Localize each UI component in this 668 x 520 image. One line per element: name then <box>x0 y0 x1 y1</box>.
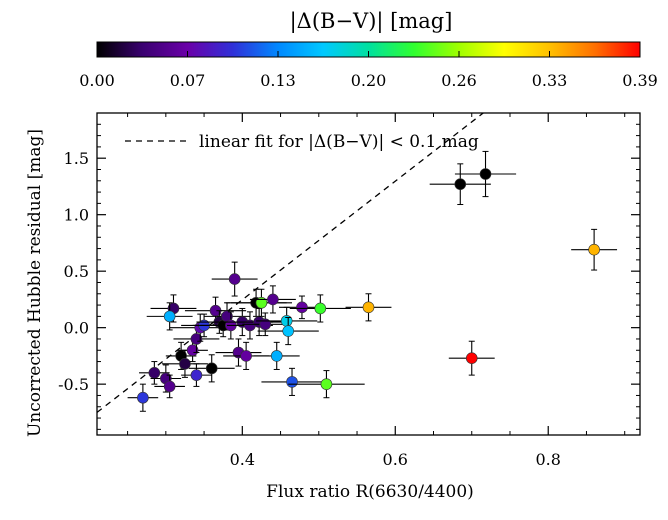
axis-ticks-layer: 0.4 0.6 0.8 -0.5 0.0 0.5 1.0 1.5 <box>58 113 640 469</box>
colorbar-tick-label: 0.39 <box>622 71 658 90</box>
data-point-marker <box>588 243 600 256</box>
data-point <box>249 285 296 314</box>
data-point-marker <box>270 350 283 362</box>
data-point-marker <box>454 178 467 190</box>
data-point <box>454 150 517 198</box>
colorbar-title: |Δ(B−V)| [mag] <box>290 9 453 34</box>
y-tick-label: 0.0 <box>64 319 89 338</box>
fit-line-layer <box>97 113 484 413</box>
data-point <box>257 316 319 346</box>
data-point <box>261 367 323 396</box>
data-point-marker <box>148 367 161 379</box>
data-point-marker <box>282 325 294 337</box>
data-point <box>150 364 182 393</box>
data-point-marker <box>163 310 176 323</box>
x-axis-label: Flux ratio R(6630/4400) <box>266 482 474 502</box>
data-point-marker <box>259 318 272 331</box>
data-point <box>288 370 365 399</box>
data-point <box>345 293 392 322</box>
colorbar-tick-label: 0.20 <box>351 71 387 90</box>
x-tick-label: 0.8 <box>535 450 560 469</box>
data-point-marker <box>137 391 149 404</box>
data-point-marker <box>228 273 241 285</box>
plot-frame <box>96 112 641 436</box>
data-point-marker <box>205 362 218 375</box>
data-point-marker <box>314 302 327 315</box>
colorbar-tick-label: 0.26 <box>441 71 477 90</box>
colorbar-ticks: 0.00 0.07 0.13 0.20 0.26 0.33 0.39 <box>79 51 658 90</box>
y-tick-label: 1.0 <box>64 206 89 225</box>
data-point-marker <box>179 358 191 370</box>
x-tick-label: 0.4 <box>230 450 255 469</box>
y-tick-label: 0.5 <box>64 262 89 281</box>
data-point <box>215 338 262 367</box>
data-point <box>253 341 300 370</box>
data-point-marker <box>267 293 279 306</box>
fit-line <box>97 113 484 413</box>
data-points-layer <box>127 150 618 412</box>
data-point-marker <box>163 380 176 393</box>
colorbar-tick-label: 0.07 <box>170 71 206 90</box>
data-point <box>181 363 212 387</box>
y-tick-label: -0.5 <box>58 375 89 394</box>
data-point <box>127 383 159 412</box>
data-point <box>154 374 185 399</box>
data-point-marker <box>296 301 308 314</box>
data-point <box>289 294 351 323</box>
data-point <box>242 312 289 337</box>
data-point-marker <box>190 369 203 381</box>
data-point-marker <box>465 352 478 364</box>
colorbar-tick-label: 0.00 <box>79 71 115 90</box>
data-point <box>146 302 193 331</box>
colorbar-tick-label: 0.33 <box>532 71 568 90</box>
data-point <box>230 288 293 317</box>
colorbar-tick-label: 0.13 <box>260 71 296 90</box>
data-point-marker <box>240 350 252 362</box>
data-point <box>211 261 258 297</box>
legend-label: linear fit for |Δ(B−V)| < 0.1 mag <box>199 132 479 152</box>
y-axis-label: Uncorrected Hubble residual [mag] <box>25 129 45 437</box>
data-point <box>429 163 491 206</box>
x-tick-label: 0.6 <box>383 450 408 469</box>
y-tick-label: 1.5 <box>64 149 89 168</box>
data-point-marker <box>255 297 268 309</box>
data-point-marker <box>479 168 492 180</box>
data-point-marker <box>320 378 333 390</box>
data-point <box>448 340 495 376</box>
data-point <box>571 228 618 271</box>
data-point-marker <box>286 376 298 388</box>
data-point <box>188 354 235 383</box>
data-point-marker <box>362 301 375 314</box>
